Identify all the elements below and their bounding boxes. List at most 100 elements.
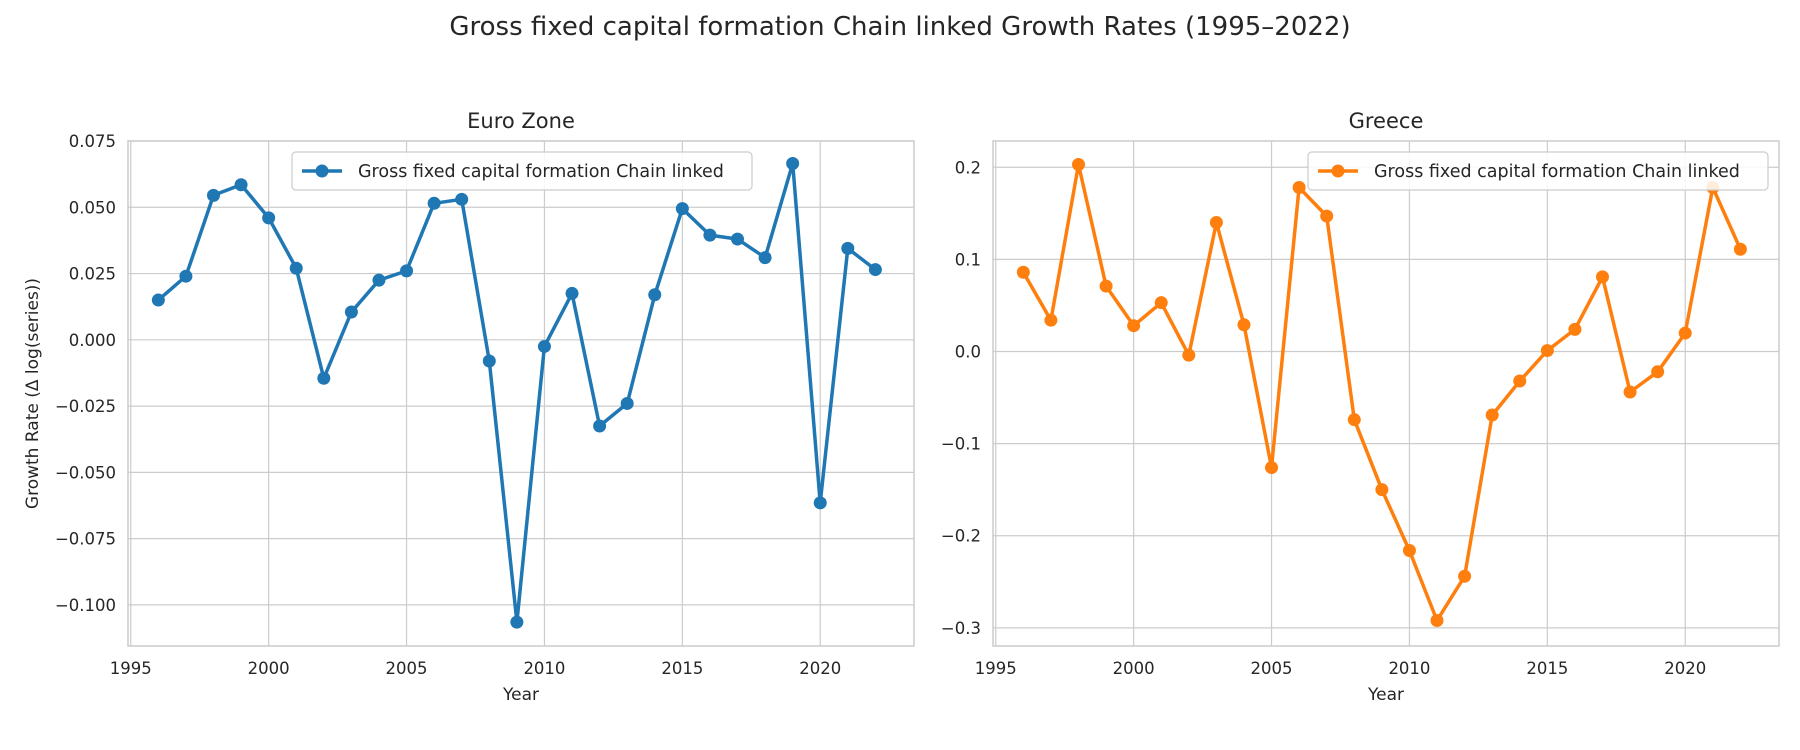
data-point	[510, 615, 524, 629]
y-tick-label: 0.0	[955, 342, 981, 361]
grid	[128, 140, 914, 646]
euro-zone-panel: 1995 2000 2005 2010 2015 2020 0.075 0.050 0.025 0…	[23, 109, 915, 705]
data-point	[455, 192, 469, 206]
y-tick-label: −0.050	[55, 463, 116, 482]
y-tick-label: 0.025	[69, 265, 116, 284]
data-point	[868, 263, 882, 277]
y-tick-label: −0.100	[55, 596, 116, 615]
data-point	[1071, 157, 1085, 171]
data-point	[1540, 344, 1554, 358]
data-point	[620, 396, 634, 410]
data-point	[317, 371, 331, 385]
data-point	[1568, 322, 1582, 336]
data-point	[1154, 296, 1168, 310]
x-tick-label: 2020	[799, 659, 841, 678]
data-point	[151, 293, 165, 307]
plot-frame	[127, 140, 915, 647]
data-point	[593, 419, 607, 433]
data-point	[1458, 569, 1472, 583]
data-point	[1375, 483, 1389, 497]
data-point	[1485, 408, 1499, 422]
x-tick-label: 2015	[1526, 659, 1568, 678]
data-point	[1320, 209, 1334, 223]
data-point	[537, 339, 551, 353]
data-point	[179, 269, 193, 283]
x-tick-label: 2000	[248, 659, 290, 678]
data-point	[1209, 216, 1223, 230]
x-axis-label: Year	[1367, 685, 1404, 705]
data-point	[234, 178, 248, 192]
y-tick-label: −0.075	[55, 530, 116, 549]
data-point	[206, 188, 220, 202]
data-point	[1678, 326, 1692, 340]
data-point	[813, 496, 827, 510]
data-point	[1347, 413, 1361, 427]
legend-marker	[315, 164, 329, 178]
greece-panel: 1995 2000 2005 2010 2015 2020 0.2 0.1 0.0 −0.1 −0.…	[941, 109, 1780, 705]
data-point	[1044, 313, 1058, 327]
data-point	[427, 196, 441, 210]
data-point	[1623, 385, 1637, 399]
data-point	[675, 202, 689, 216]
legend-box	[291, 151, 753, 191]
data-point	[758, 251, 772, 265]
data-point	[1292, 181, 1306, 195]
y-tick-label: −0.2	[941, 527, 981, 546]
data-point	[1016, 265, 1030, 279]
data-point	[1265, 461, 1279, 475]
x-tick-label: 1995	[110, 659, 152, 678]
data-point	[1182, 348, 1196, 362]
panel-title: Greece	[1349, 109, 1424, 133]
data-point	[372, 273, 386, 287]
data-point	[565, 286, 579, 300]
data-point	[1402, 543, 1416, 557]
x-tick-label: 2000	[1113, 659, 1155, 678]
data-point	[1237, 318, 1251, 332]
data-point	[1127, 319, 1141, 333]
y-axis-label: Growth Rate (Δ log(series))	[23, 278, 43, 509]
y-tick-label: 0.050	[69, 198, 116, 217]
data-point	[703, 228, 717, 242]
legend: Gross fixed capital formation Chain link…	[1307, 151, 1769, 191]
grid	[993, 141, 1779, 646]
data-point	[482, 354, 496, 368]
y-tick-label: 0.1	[955, 250, 981, 269]
data-point	[1733, 242, 1747, 256]
x-tick-label: 2020	[1664, 659, 1706, 678]
y-tick-label: −0.025	[55, 397, 116, 416]
y-tick-label: 0.075	[69, 132, 116, 151]
data-point	[730, 232, 744, 246]
data-point	[1099, 279, 1113, 293]
figure-title: Gross fixed capital formation Chain link…	[449, 12, 1350, 42]
panel-title: Euro Zone	[467, 109, 575, 133]
legend-label: Gross fixed capital formation Chain link…	[1374, 162, 1740, 182]
data-point	[786, 157, 800, 171]
x-tick-label: 2015	[661, 659, 703, 678]
data-point	[344, 305, 358, 319]
y-tick-label: 0.2	[955, 158, 981, 177]
x-tick-label: 2005	[1251, 659, 1293, 678]
data-point	[841, 241, 855, 255]
series-line	[156, 161, 878, 624]
plot-frame	[992, 140, 1780, 647]
data-point	[1595, 270, 1609, 284]
y-tick-label: −0.3	[941, 619, 981, 638]
y-tick-label: −0.1	[941, 435, 981, 454]
legend-box	[1307, 151, 1769, 191]
data-point	[1651, 365, 1665, 379]
data-point	[1513, 374, 1527, 388]
legend: Gross fixed capital formation Chain link…	[291, 151, 753, 191]
x-tick-label: 2010	[1388, 659, 1430, 678]
x-tick-label: 2005	[386, 659, 428, 678]
y-tick-label: 0.000	[69, 331, 116, 350]
data-point	[1430, 613, 1444, 627]
data-point	[289, 261, 303, 275]
legend-label: Gross fixed capital formation Chain link…	[358, 162, 724, 182]
data-point	[648, 288, 662, 302]
data-point	[400, 264, 414, 278]
x-tick-label: 1995	[975, 659, 1017, 678]
x-axis-label: Year	[502, 685, 539, 705]
x-tick-label: 2010	[523, 659, 565, 678]
data-point	[262, 211, 276, 225]
